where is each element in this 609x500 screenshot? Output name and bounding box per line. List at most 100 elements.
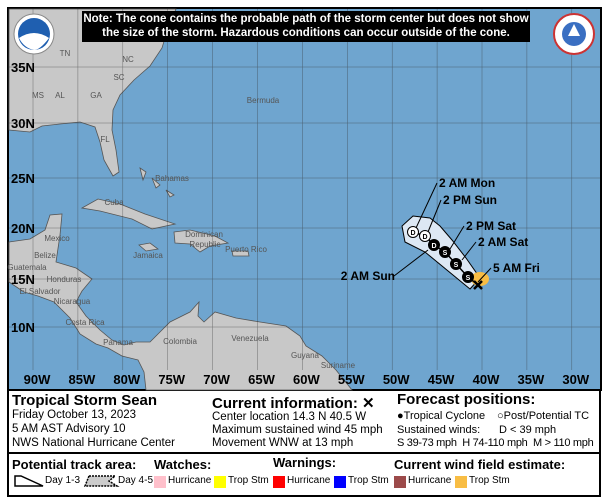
axis-labels: 35N 30N 25N 20N 15N 10N 90W 85W 80W 75W 70W 65W 60W 5… [11,60,590,387]
place-label: MS [32,91,44,100]
latitude-label: 20N [11,221,35,236]
latitude-label: 10N [11,320,35,335]
current-info-title: Current information: ✕ [212,395,375,412]
place-label: Nicaragua [54,297,91,306]
intensity-key: S 39-73 mph H 74-110 mph M > 110 mph [397,437,594,449]
sustained-winds-label: Sustained winds: [397,424,481,436]
forecast-cone-map: TN NC SC MS AL GA FL Bermuda Bahamas Cuba Mexico Do… [7,7,602,391]
legend-swatch-label: Trop Stm [469,475,510,486]
max-sustained-wind: Maximum sustained wind 45 mph [212,424,383,436]
forecast-point [428,239,440,251]
place-label: Jamaica [133,251,163,260]
jamaica-land [138,242,159,252]
latitude-label: 30N [11,116,35,131]
forecast-time-label: 2 PM Sat [466,219,516,233]
united-states-land [8,8,177,177]
place-labels: TN NC SC MS AL GA FL Bermuda Bahamas Cuba Mexico Do… [7,49,355,370]
wind-field-title: Current wind field estimate: [394,457,566,472]
day45-cone-icon [83,475,120,487]
forecast-time-label: 2 AM Sun [341,269,395,283]
forecast-point [419,230,431,242]
issuing-center: NWS National Hurricane Center [12,437,175,449]
hispaniola-land [173,229,230,253]
land-masses [8,8,353,391]
track-area-title: Potential track area: [12,457,137,472]
forecast-point [462,271,474,283]
place-label: Dominican [185,230,223,239]
longitude-label: 45W [428,372,455,387]
legend-swatch-label: Hurricane [408,475,452,486]
latitude-label: 35N [11,60,35,75]
longitude-label: 85W [69,372,96,387]
legend-swatch [214,476,226,488]
forecast-time-label: 2 AM Mon [439,176,495,190]
leader-line [461,241,477,261]
place-label: Guatemala [7,263,47,272]
warnings-title: Warnings: [273,455,337,470]
noaa-logo [13,13,55,55]
place-label: Bermuda [247,96,280,105]
info-legend-panel: Tropical Storm Sean Friday October 13, 2… [7,390,601,497]
legend-swatch [394,476,406,488]
place-label: Suriname [321,361,356,370]
legend-swatch-label: Trop Stm [348,475,389,486]
puerto-rico-land [231,250,250,257]
leader-line [393,249,429,277]
longitude-label: 60W [293,372,320,387]
leader-line [415,182,438,229]
longitude-label: 75W [158,372,185,387]
lat-lon-grid [9,9,600,370]
place-label: Honduras [47,275,82,284]
longitude-label: 50W [383,372,410,387]
place-label: AL [55,91,65,100]
cone-disclaimer-note: Note: The cone contains the probable pat… [82,11,530,42]
legend-swatch [334,476,346,488]
depression-key: D < 39 mph [499,424,557,436]
place-label: El Salvador [20,287,61,296]
longitude-label: 70W [203,372,230,387]
leader-line [477,267,492,283]
intensity-letter: D [431,243,436,250]
bahamas-land [139,167,175,198]
note-line-2: the size of the storm. Hazardous conditi… [102,27,510,39]
legend-swatch-label: Hurricane [287,475,331,486]
longitude-label: 55W [338,372,365,387]
cuba-land [80,198,177,230]
place-label: GA [90,91,102,100]
place-label: Belize [34,251,56,260]
leader-line [427,199,442,233]
central-south-america-land [8,213,353,391]
longitude-label: 90W [24,372,51,387]
nws-logo [553,13,595,55]
place-label: TN [60,49,71,58]
storm-name: Tropical Storm Sean [12,392,158,409]
forecast-point [439,246,451,258]
place-label: Costa Rica [65,318,105,327]
place-label: Puerto Rico [225,245,267,254]
intensity-letter: S [443,250,448,257]
forecast-track: 5 AM Fri S 2 AM Sat S 2 PM Sat S 2 AM Sun D 2 PM… [341,176,540,290]
post-tc-key: ○Post/Potential TC [497,410,589,422]
movement: Movement WNW at 13 mph [212,437,354,449]
place-label: Mexico [44,234,70,243]
place-label: Panama [103,338,133,347]
place-label: SC [113,73,124,82]
forecast-time-label: 5 AM Fri [493,261,540,275]
legend-swatch [154,476,166,488]
current-position-x-icon [473,280,483,290]
latitude-label: 15N [11,272,35,287]
longitude-label: 65W [248,372,275,387]
tropical-cyclone-key: ●Tropical Cyclone [397,410,485,422]
place-label: Guyana [291,351,320,360]
legend-swatch [273,476,285,488]
intensity-letter: S [466,275,471,282]
longitude-label: 80W [113,372,140,387]
longitude-label: 30W [562,372,589,387]
place-label: Bahamas [155,174,189,183]
center-location: Center location 14.3 N 40.5 W [212,411,367,423]
day45-label: Day 4-5 [118,475,154,486]
forecast-point [407,226,419,238]
longitude-label: 35W [518,372,545,387]
legend-swatch-label: Hurricane [168,475,212,486]
place-label: Cuba [104,198,124,207]
